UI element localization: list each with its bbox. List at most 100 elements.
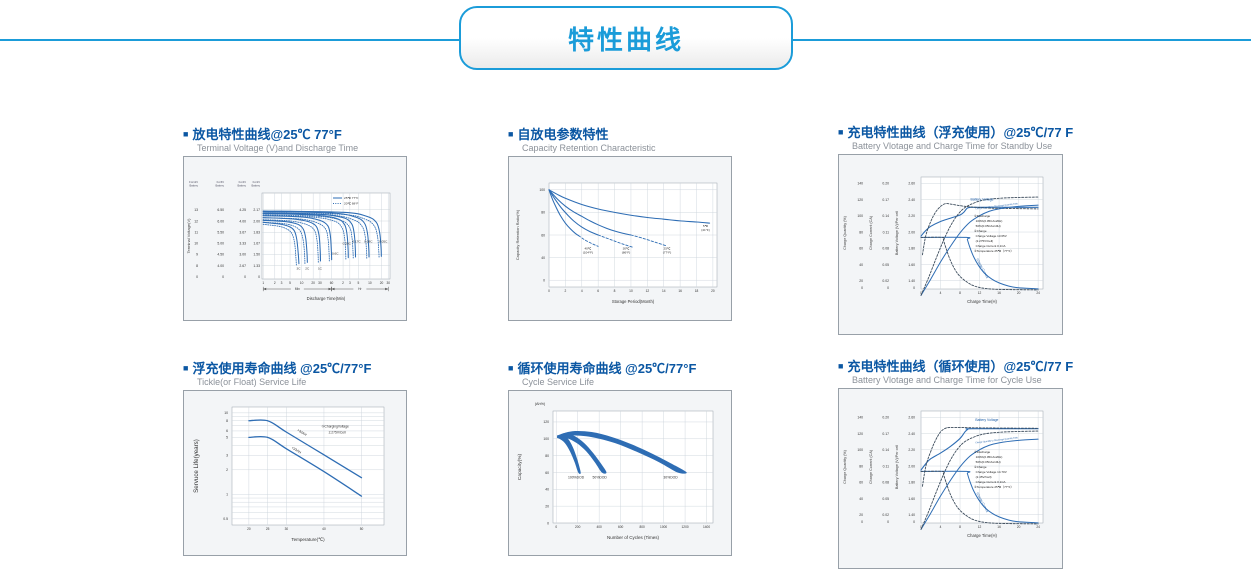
chart-card: 20 25 30 40 50 10 8 6 5 3 2 1 0.5 >33AH <33AH ①Charging… (183, 390, 407, 556)
svg-text:4.25: 4.25 (239, 208, 246, 212)
svg-text:Charge Quantity (%): Charge Quantity (%) (843, 450, 847, 484)
svg-text:5℃(41°F): 5℃ (41°F) (701, 224, 710, 232)
chart-subtitle: Capacity Retention Characteristic (522, 143, 656, 153)
svg-text:140: 140 (857, 182, 863, 186)
svg-text:6.00: 6.00 (217, 219, 224, 223)
svg-text:0.17: 0.17 (882, 198, 889, 202)
svg-text:(Ah%): (Ah%) (535, 402, 546, 406)
svg-text:18: 18 (695, 289, 699, 293)
svg-text:1.60: 1.60 (908, 497, 915, 501)
svg-text:2.67: 2.67 (239, 264, 246, 268)
svg-text:4: 4 (581, 289, 583, 293)
svg-text:①Discharge 100%(0.05CAx20H): ①Discharge 100%(0.05CAx20H) 50%(0.05CAx1… (974, 450, 1013, 489)
svg-text:1.33: 1.33 (253, 264, 260, 268)
svg-text:60: 60 (541, 233, 545, 237)
svg-text:4.50: 4.50 (217, 253, 224, 257)
cycle-charge-chart: 0 4 8 12 16 20 24 140 0.20 2.60 120 0.17 2.40 100 0.14… (843, 410, 1044, 538)
svg-text:30: 30 (318, 281, 322, 285)
svg-text:6.50: 6.50 (217, 208, 224, 212)
svg-text:0.08: 0.08 (882, 481, 889, 485)
svg-text:Battery: Battery (189, 184, 198, 188)
svg-text:1: 1 (226, 493, 228, 497)
svg-text:<33AH: <33AH (291, 446, 303, 455)
svg-text:3.00: 3.00 (239, 253, 246, 257)
svg-text:20: 20 (1017, 291, 1021, 295)
svg-text:30: 30 (285, 527, 289, 531)
svg-text:25℃(77°F): 25℃ (77°F) (663, 247, 672, 255)
svg-text:Charge Quantity (%): Charge Quantity (%) (843, 216, 847, 250)
svg-text:1.67: 1.67 (253, 241, 260, 245)
svg-text:Temperature(℃): Temperature(℃) (291, 537, 325, 542)
svg-text:6: 6 (597, 289, 599, 293)
svg-text:2.20: 2.20 (908, 214, 915, 218)
svg-text:Battery: Battery (215, 184, 224, 188)
svg-text:13: 13 (194, 208, 198, 212)
svg-text:40℃(104°F): 40℃ (104°F) (583, 247, 593, 255)
svg-text:0: 0 (258, 275, 260, 279)
svg-text:Min: Min (295, 287, 300, 291)
svg-text:10: 10 (368, 281, 372, 285)
chart-section-standby-charge: ■ 充电特性曲线（浮充使用）@25℃/77 F Battery Vlotage a… (838, 125, 1074, 335)
bullet-icon: ■ (508, 363, 514, 373)
svg-text:Servuce Life(years): Servuce Life(years) (193, 439, 200, 493)
svg-text:0: 0 (913, 520, 915, 524)
capacity-retention-chart: 0 2 4 6 8 10 12 14 16 18 20 100 80 60 40 0 40℃ (104°F) 30℃… (515, 182, 718, 304)
svg-text:1200: 1200 (682, 525, 689, 529)
svg-text:2.40: 2.40 (908, 432, 915, 436)
chart-title: ■ 浮充使用寿命曲线 @25℃/77°F (183, 361, 372, 376)
svg-text:6: 6 (226, 429, 228, 433)
svg-text:0: 0 (920, 291, 922, 295)
svg-text:40: 40 (859, 263, 863, 267)
svg-text:2C: 2C (305, 267, 310, 271)
svg-text:60: 60 (859, 481, 863, 485)
svg-text:11: 11 (194, 231, 198, 235)
chart-subtitle: Terminal Voltage (V)and Discharge Time (197, 143, 359, 153)
svg-text:24: 24 (1036, 291, 1040, 295)
svg-text:0.25C: 0.25C (343, 241, 352, 245)
chart-title: ■ 充电特性曲线（浮充使用）@25℃/77 F (838, 125, 1074, 140)
svg-text:50%DOD: 50%DOD (593, 475, 608, 479)
svg-text:12: 12 (978, 525, 982, 529)
svg-text:20: 20 (859, 279, 863, 283)
svg-text:2: 2 (564, 289, 566, 293)
svg-text:0: 0 (196, 275, 198, 279)
svg-text:4: 4 (940, 291, 942, 295)
svg-text:80: 80 (859, 464, 863, 468)
chart-subtitle: Tickle(or Float) Service Life (197, 377, 307, 387)
svg-text:5: 5 (289, 281, 291, 285)
svg-text:0: 0 (244, 275, 246, 279)
chart-section-self-discharge: ■ 自放电参数特性 Capacity Retention Characterist… (508, 127, 736, 321)
svg-text:80: 80 (545, 454, 549, 458)
svg-text:0: 0 (887, 520, 889, 524)
svg-text:60: 60 (545, 471, 549, 475)
chart-subtitle: Battery Vlotage and Charge Time for Cycl… (852, 375, 1042, 385)
svg-text:0.02: 0.02 (882, 513, 889, 517)
svg-text:3: 3 (281, 281, 283, 285)
svg-text:3C: 3C (297, 267, 302, 271)
svg-text:0: 0 (222, 275, 224, 279)
svg-text:200: 200 (575, 525, 581, 529)
svg-text:9: 9 (196, 253, 198, 257)
svg-text:0: 0 (887, 286, 889, 290)
svg-text:1400: 1400 (703, 525, 710, 529)
svg-text:20: 20 (545, 504, 549, 508)
svg-text:12: 12 (646, 289, 650, 293)
svg-text:0.14: 0.14 (882, 214, 889, 218)
svg-text:5: 5 (226, 436, 228, 440)
svg-text:20: 20 (1017, 525, 1021, 529)
bullet-icon: ■ (183, 363, 189, 373)
svg-text:2: 2 (342, 281, 344, 285)
svg-text:2: 2 (274, 281, 276, 285)
svg-text:10: 10 (224, 411, 228, 415)
svg-text:Storage Period(Month): Storage Period(Month) (612, 299, 655, 304)
svg-text:10: 10 (629, 289, 633, 293)
svg-text:20℃ 68°F: 20℃ 68°F (344, 202, 358, 206)
svg-text:30℃(86°F): 30℃ (86°F) (622, 247, 631, 255)
svg-text:12: 12 (194, 219, 198, 223)
svg-text:600: 600 (618, 525, 624, 529)
svg-text:For2V: For2V (253, 180, 261, 184)
svg-text:1.83: 1.83 (253, 231, 260, 235)
svg-text:8: 8 (614, 289, 616, 293)
svg-text:For4V: For4V (239, 180, 247, 184)
